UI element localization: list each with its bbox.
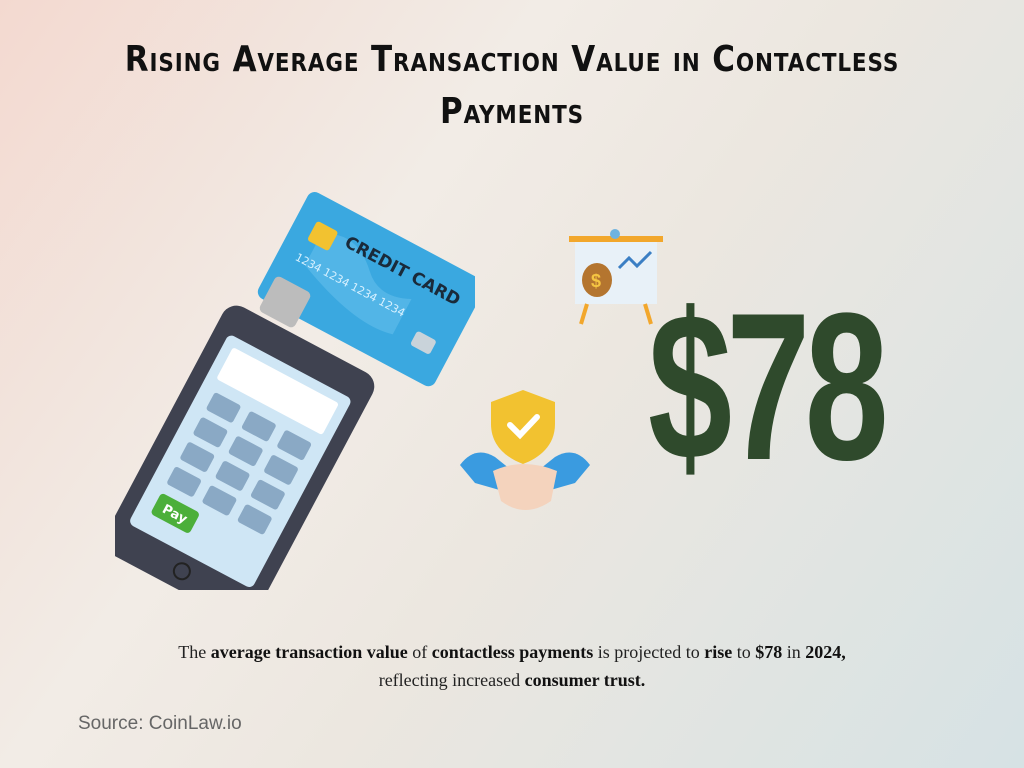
source-credit: Source: CoinLaw.io bbox=[78, 713, 242, 734]
text: reflecting increased bbox=[378, 670, 525, 690]
emphasis: $78 bbox=[755, 642, 783, 662]
emphasis: rise bbox=[704, 642, 733, 662]
handshake-shield-icon bbox=[460, 390, 590, 510]
credit-card-icon: CREDIT CARD 1234 1234 1234 1234 bbox=[257, 192, 475, 387]
description: The average transaction value of contact… bbox=[60, 638, 964, 694]
emphasis: consumer trust. bbox=[524, 670, 646, 690]
text: in bbox=[782, 642, 806, 662]
emphasis: 2024, bbox=[805, 642, 846, 662]
text: The bbox=[178, 642, 211, 662]
text: to bbox=[732, 642, 756, 662]
stat-value: $78 bbox=[648, 269, 889, 504]
presentation-board-icon: $ bbox=[569, 229, 663, 325]
description-line-1: The average transaction value of contact… bbox=[60, 638, 964, 666]
shield-icon bbox=[491, 390, 555, 464]
text: of bbox=[407, 642, 432, 662]
phone-card-reader-illustration: CREDIT CARD 1234 1234 1234 1234 Pay bbox=[115, 192, 475, 590]
phone-icon: Pay bbox=[115, 305, 375, 590]
text: is projected to bbox=[593, 642, 705, 662]
page-title: Rising Average Transaction Value in Cont… bbox=[124, 39, 900, 132]
svg-text:$: $ bbox=[591, 271, 601, 291]
description-line-2: reflecting increased consumer trust. bbox=[60, 666, 964, 694]
emphasis: contactless payments bbox=[431, 642, 594, 662]
emphasis: average transaction value bbox=[210, 642, 408, 662]
